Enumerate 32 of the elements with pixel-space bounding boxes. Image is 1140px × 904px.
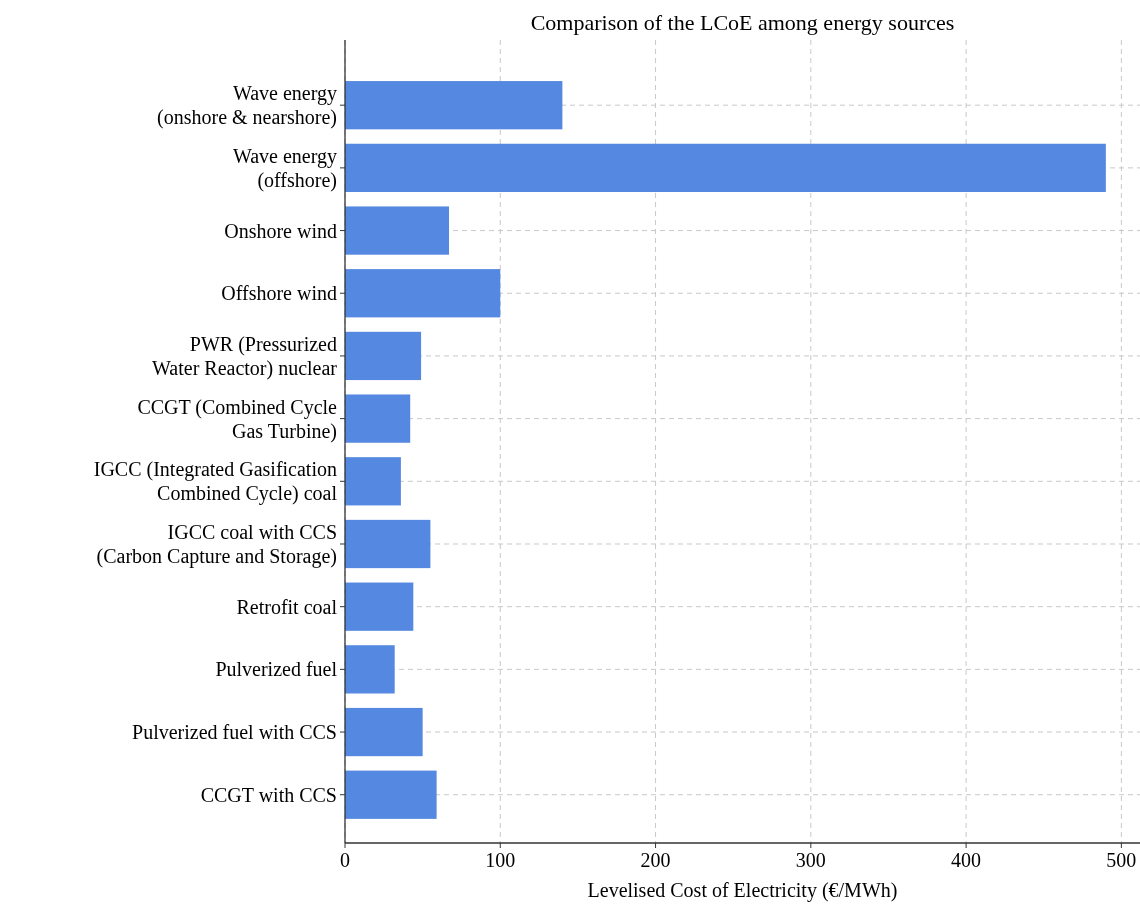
bar xyxy=(345,143,1106,193)
x-tick-label: 0 xyxy=(340,849,350,871)
y-tick-label: Pulverized fuel with CCS xyxy=(132,721,337,744)
x-tick-label: 100 xyxy=(485,849,516,871)
y-tick-label: Wave energy (onshore & nearshore) xyxy=(157,82,337,130)
y-tick-label: CCGT with CCS xyxy=(200,783,337,806)
y-tick-label: Wave energy (offshore) xyxy=(232,144,337,192)
x-tick-label: 400 xyxy=(951,849,982,871)
y-tick-label: PWR (Pressurized Water Reactor) nuclear xyxy=(152,332,338,380)
y-tick-label: CCGT (Combined Cycle Gas Turbine) xyxy=(137,395,338,443)
x-tick-label: 500 xyxy=(1106,849,1137,871)
bar xyxy=(345,645,395,694)
y-tick-label: Pulverized fuel xyxy=(215,658,338,681)
x-axis-title: Levelised Cost of Electricity (€/MWh) xyxy=(587,879,898,902)
chart-title: Comparison of the LCoE among energy sources xyxy=(530,10,955,35)
y-tick-label: IGCC coal with CCS (Carbon Capture and Storage) xyxy=(96,520,337,568)
bar xyxy=(345,519,431,569)
bar xyxy=(345,457,401,506)
bar xyxy=(345,770,437,819)
y-tick-label: Onshore wind xyxy=(224,219,337,242)
bar xyxy=(345,394,411,443)
bar xyxy=(345,206,450,255)
y-tick-label: IGCC (Integrated Gasification Combined Cycle) coal xyxy=(93,458,338,506)
bar xyxy=(345,707,423,757)
x-tick-label: 300 xyxy=(795,849,826,871)
bar xyxy=(345,582,414,631)
bar xyxy=(345,269,501,318)
bar xyxy=(345,331,422,381)
bar xyxy=(345,81,563,130)
x-tick-label: 200 xyxy=(640,849,671,871)
y-tick-label: Offshore wind xyxy=(221,282,337,305)
y-tick-label: Retrofit coal xyxy=(236,595,338,618)
